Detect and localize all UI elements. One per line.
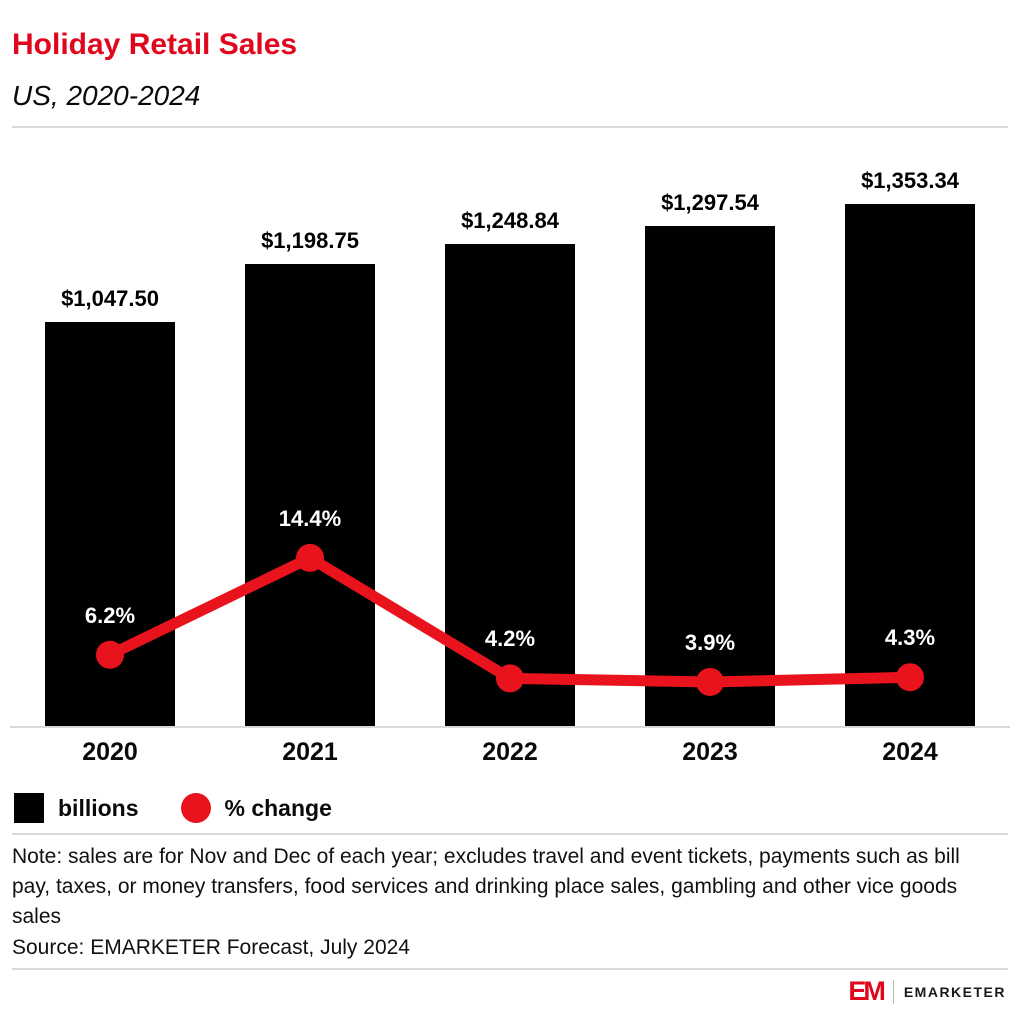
x-axis: 2020 2021 2022 2023 2024 [10, 738, 1010, 774]
emarketer-logo-icon: EM [848, 976, 885, 1006]
brand-block: EM EMARKETER [848, 978, 1006, 1005]
brand-name: EMARKETER [903, 983, 1006, 1000]
note-text: Note: sales are for Nov and Dec of each … [12, 845, 960, 928]
x-tick-2023: 2023 [682, 738, 738, 766]
billions-swatch-icon [14, 793, 44, 823]
legend-label-percent-change: % change [224, 794, 332, 821]
chart-title: Holiday Retail Sales [12, 28, 298, 61]
bar-value-label-2021: $1,198.75 [261, 228, 359, 253]
legend-label-billions: billions [58, 794, 139, 821]
bar-2022 [445, 244, 575, 726]
x-tick-2024: 2024 [882, 738, 938, 766]
plot-area: $1,047.50 $1,198.75 $1,248.84 $1,297.54 $1,3… [10, 140, 1010, 728]
pct-label-2021: 14.4% [278, 505, 342, 531]
x-tick-2020: 2020 [82, 738, 138, 766]
pct-label-2023: 3.9% [684, 629, 736, 655]
bar-value-label-2020: $1,047.50 [61, 286, 159, 311]
x-tick-2022: 2022 [482, 738, 538, 766]
chart-subtitle: US, 2020-2024 [12, 80, 201, 111]
brand-separator [892, 979, 894, 1004]
pct-label-2024: 4.3% [884, 625, 936, 651]
percent-change-swatch-icon [180, 793, 211, 823]
pct-label-2022: 4.2% [484, 626, 536, 652]
source-text: Source: EMARKETER Forecast, July 2024 [12, 936, 410, 959]
legend: billions % change [14, 791, 332, 825]
bar-2020 [45, 322, 175, 726]
footer-divider [12, 968, 1008, 970]
note-divider [12, 833, 1008, 835]
bar-value-label-2024: $1,353.34 [861, 168, 959, 193]
bar-value-label-2023: $1,297.54 [661, 190, 759, 215]
pct-label-2020: 6.2% [84, 602, 136, 628]
header-divider [12, 126, 1008, 128]
bar-value-label-2022: $1,248.84 [461, 208, 559, 233]
bar-2021 [245, 264, 375, 726]
x-tick-2021: 2021 [282, 738, 338, 766]
